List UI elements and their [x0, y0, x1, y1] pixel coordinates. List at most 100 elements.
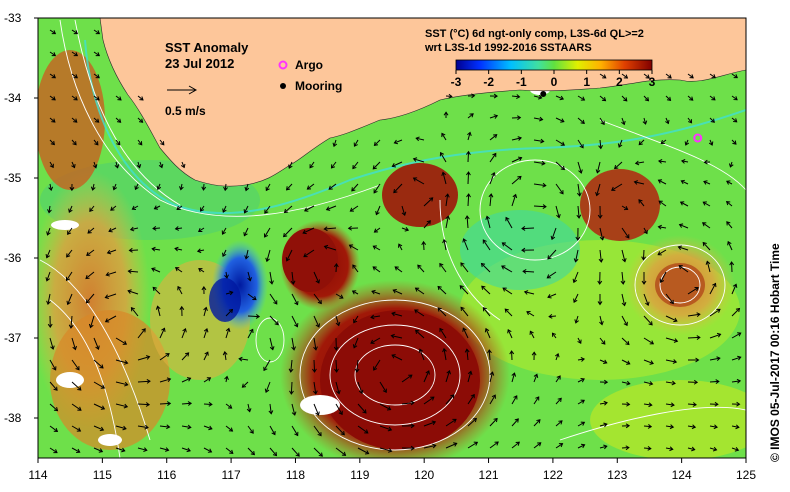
current-vector-shaft: [87, 227, 95, 234]
current-vector-shaft: [665, 425, 674, 428]
current-vector-head: [512, 193, 518, 199]
current-vector-shaft: [394, 266, 403, 273]
current-vector-head: [692, 402, 697, 407]
current-vector-head: [689, 74, 694, 79]
current-vector-head: [715, 379, 720, 385]
current-vector-head: [417, 264, 422, 269]
current-vector-head: [526, 311, 531, 316]
current-vector-head: [98, 448, 104, 453]
current-vector-head: [100, 384, 106, 389]
current-vector-shaft: [660, 139, 667, 144]
current-vector-head: [371, 289, 376, 295]
current-vector-head: [283, 208, 289, 214]
current-vector-head: [539, 116, 544, 122]
current-vector-shaft: [643, 227, 648, 234]
current-vector-shaft: [245, 249, 249, 259]
current-vector-shaft: [687, 117, 692, 124]
current-vector-shaft: [481, 285, 491, 295]
current-vector-shaft: [291, 293, 299, 305]
current-vector-shaft: [634, 181, 645, 185]
current-vector-head: [621, 120, 626, 126]
current-vector-shaft: [71, 139, 77, 146]
current-vector-head: [626, 380, 631, 386]
current-vector-shaft: [423, 396, 435, 405]
current-vector-head: [156, 185, 162, 191]
current-vector-head: [141, 328, 146, 333]
current-vector-head: [151, 246, 156, 252]
current-vector-shaft: [352, 161, 359, 169]
current-vector-shaft: [313, 425, 322, 436]
current-vector-head: [46, 300, 51, 306]
colorbar: [455, 59, 653, 71]
current-vector-shaft: [137, 356, 150, 361]
current-vector-shaft: [356, 359, 359, 372]
current-vector-shaft: [225, 291, 233, 295]
current-vector-head: [537, 442, 542, 447]
current-vector-head: [531, 351, 537, 356]
current-vector-shaft: [290, 381, 293, 395]
current-vector-shaft: [89, 205, 95, 212]
current-vector-shaft: [247, 293, 257, 301]
current-vector-shaft: [176, 205, 183, 210]
current-vector-head: [317, 432, 322, 437]
current-vector-shaft: [443, 348, 447, 361]
current-vector-head: [523, 290, 529, 295]
current-vector-head: [244, 255, 249, 260]
current-vector-shaft: [488, 349, 491, 361]
current-vector-shaft: [335, 359, 338, 373]
current-vector-head: [372, 165, 377, 170]
current-vector-shaft: [657, 249, 667, 256]
current-vector-shaft: [269, 271, 273, 284]
current-vector-head: [466, 193, 471, 198]
current-vector-head: [557, 397, 562, 402]
current-vector-head: [179, 186, 184, 191]
current-vector-head: [364, 450, 370, 455]
current-vector-shaft: [596, 161, 601, 173]
current-vector-shaft: [157, 183, 161, 190]
current-vector-head: [536, 419, 541, 424]
current-vector-shaft: [350, 205, 359, 212]
leeuwin-current-jet: [84, 39, 746, 215]
current-vector-shaft: [351, 183, 359, 192]
current-vector-head: [223, 186, 228, 192]
current-vector-shaft: [423, 220, 431, 229]
current-vector-shaft: [328, 183, 337, 190]
current-vector-shaft: [67, 293, 73, 305]
current-vector-head: [733, 74, 738, 79]
current-vector-shaft: [137, 161, 141, 168]
current-vector-shaft: [137, 95, 144, 101]
current-vector-shaft: [93, 425, 104, 431]
current-vector-shaft: [573, 293, 579, 303]
current-vector-shaft: [445, 418, 457, 427]
current-vector-shaft: [643, 403, 652, 406]
current-vector-head: [129, 226, 135, 232]
current-vector-head: [516, 115, 522, 121]
current-vector-head: [338, 410, 343, 416]
current-vector-head: [77, 386, 82, 391]
current-vector-head: [134, 185, 139, 191]
current-vector-head: [364, 429, 369, 434]
current-vector-head: [716, 332, 722, 338]
current-vector-shaft: [423, 197, 434, 207]
current-vector-shaft: [159, 353, 170, 361]
current-vector-head: [439, 262, 444, 268]
current-vector-shaft: [577, 358, 585, 361]
current-vector-shaft: [511, 441, 520, 449]
x-tick-label: 120: [414, 468, 434, 482]
x-tick-label: 125: [736, 468, 756, 482]
current-vector-head: [737, 355, 742, 361]
current-vector-shaft: [269, 447, 277, 456]
current-vector-shaft: [703, 180, 711, 185]
current-vector-head: [51, 52, 57, 57]
current-vector-shaft: [93, 51, 100, 57]
current-vector-shaft: [225, 403, 232, 409]
current-vector-head: [521, 226, 526, 231]
current-vector-head: [75, 366, 80, 371]
current-vector-head: [620, 280, 626, 285]
current-vector-head: [123, 403, 129, 409]
current-vector-head: [597, 214, 603, 219]
current-vector-head: [92, 164, 98, 169]
current-vector-head: [540, 138, 545, 144]
current-vector-shaft: [85, 271, 95, 279]
current-vector-head: [502, 287, 507, 292]
